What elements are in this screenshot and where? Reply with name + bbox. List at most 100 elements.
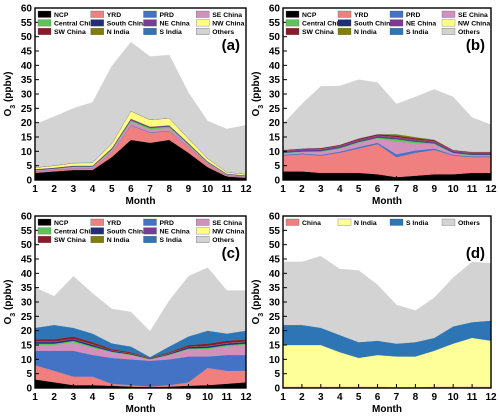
x-tick-label: 6	[375, 184, 381, 195]
legend-swatch	[338, 219, 351, 226]
x-tick-label: 12	[485, 184, 497, 195]
y-tick-label: 50	[21, 32, 33, 43]
legend-label: N India	[354, 29, 377, 36]
legend-label: YRD	[107, 220, 121, 227]
legend-swatch	[286, 11, 299, 18]
legend-swatch	[286, 219, 299, 226]
x-tick-label: 8	[166, 392, 172, 403]
legend-swatch	[196, 236, 209, 243]
legend-label: PRD	[406, 12, 420, 19]
x-tick-label: 9	[186, 392, 192, 403]
legend-swatch	[91, 228, 104, 235]
legend-label: NW China	[212, 21, 244, 28]
x-tick-label: 1	[280, 184, 286, 195]
x-tick-label: 12	[485, 392, 497, 403]
x-tick-label: 9	[186, 184, 192, 195]
y-tick-label: 5	[274, 161, 280, 172]
legend-label: S India	[160, 237, 183, 244]
y-tick-label: 25	[21, 104, 33, 115]
legend-swatch	[442, 28, 455, 35]
x-tick-label: 4	[337, 392, 343, 403]
x-tick-label: 10	[448, 184, 460, 195]
y-tick-label: 60	[21, 4, 33, 15]
y-tick-label: 45	[269, 255, 281, 266]
legend-label: YRD	[107, 12, 121, 19]
x-tick-label: 6	[128, 392, 134, 403]
x-tick-label: 5	[109, 392, 115, 403]
y-tick-label: 45	[21, 255, 33, 266]
legend-swatch	[286, 28, 299, 35]
y-tick-label: 50	[21, 240, 33, 251]
legend-swatch	[38, 28, 51, 35]
legend-label: NCP	[54, 12, 69, 19]
y-tick-label: 35	[21, 75, 33, 86]
y-tick-label: 5	[274, 369, 280, 380]
x-tick-label: 3	[71, 184, 77, 195]
x-tick-label: 7	[394, 392, 400, 403]
legend-swatch	[38, 20, 51, 27]
legend-label: N India	[354, 220, 377, 227]
legend-swatch	[338, 20, 351, 27]
x-tick-label: 3	[318, 184, 324, 195]
legend-swatch	[144, 11, 157, 18]
legend-label: YRD	[354, 12, 368, 19]
legend-label: NE China	[406, 21, 436, 28]
x-tick-label: 10	[448, 392, 460, 403]
legend-swatch	[338, 11, 351, 18]
x-tick-label: 12	[240, 392, 252, 403]
panel-label: (a)	[222, 37, 240, 54]
x-tick-label: 6	[375, 392, 381, 403]
x-tick-label: 8	[166, 184, 172, 195]
y-tick-label: 10	[269, 147, 281, 158]
x-tick-label: 2	[299, 184, 305, 195]
y-tick-label: 55	[21, 18, 33, 29]
x-tick-label: 12	[240, 184, 252, 195]
y-tick-label: 20	[21, 326, 33, 337]
x-tick-label: 7	[147, 184, 153, 195]
legend-swatch	[196, 228, 209, 235]
y-tick-label: 35	[21, 283, 33, 294]
x-tick-label: 10	[202, 184, 214, 195]
x-tick-label: 11	[222, 184, 233, 195]
x-tick-label: 2	[51, 392, 57, 403]
x-tick-label: 1	[32, 184, 38, 195]
x-axis-label: Month	[126, 196, 156, 207]
legend-label: Others	[458, 29, 480, 36]
x-tick-label: 9	[431, 392, 437, 403]
legend-label: PRD	[160, 220, 174, 227]
x-tick-label: 6	[128, 184, 134, 195]
y-tick-label: 40	[21, 269, 33, 280]
x-tick-label: 8	[413, 392, 419, 403]
y-tick-label: 35	[269, 75, 281, 86]
x-axis-label: Month	[372, 404, 402, 415]
y-tick-label: 55	[21, 226, 33, 237]
legend-swatch	[38, 219, 51, 226]
legend-swatch	[390, 219, 403, 226]
legend-swatch	[442, 11, 455, 18]
y-tick-label: 55	[269, 18, 281, 29]
x-tick-label: 3	[318, 392, 324, 403]
x-tick-label: 11	[222, 392, 233, 403]
panel-label: (b)	[466, 37, 485, 54]
y-tick-label: 40	[21, 61, 33, 72]
legend-label: N India	[107, 29, 130, 36]
legend-label: SE China	[212, 220, 242, 227]
legend-swatch	[286, 20, 299, 27]
y-tick-label: 20	[269, 118, 281, 129]
x-tick-label: 5	[109, 184, 115, 195]
legend-label: SE China	[212, 12, 242, 19]
x-tick-label: 1	[32, 392, 38, 403]
y-tick-label: 40	[269, 61, 281, 72]
legend-swatch	[196, 11, 209, 18]
x-tick-label: 11	[467, 184, 478, 195]
legend-swatch	[390, 28, 403, 35]
legend-swatch	[144, 219, 157, 226]
legend-swatch	[196, 28, 209, 35]
legend-swatch	[144, 28, 157, 35]
x-axis-label: Month	[126, 404, 156, 415]
x-tick-label: 4	[90, 184, 96, 195]
legend-swatch	[442, 20, 455, 27]
legend-label: N India	[107, 237, 130, 244]
legend-label: SW China	[54, 237, 86, 244]
y-tick-label: 20	[21, 118, 33, 129]
